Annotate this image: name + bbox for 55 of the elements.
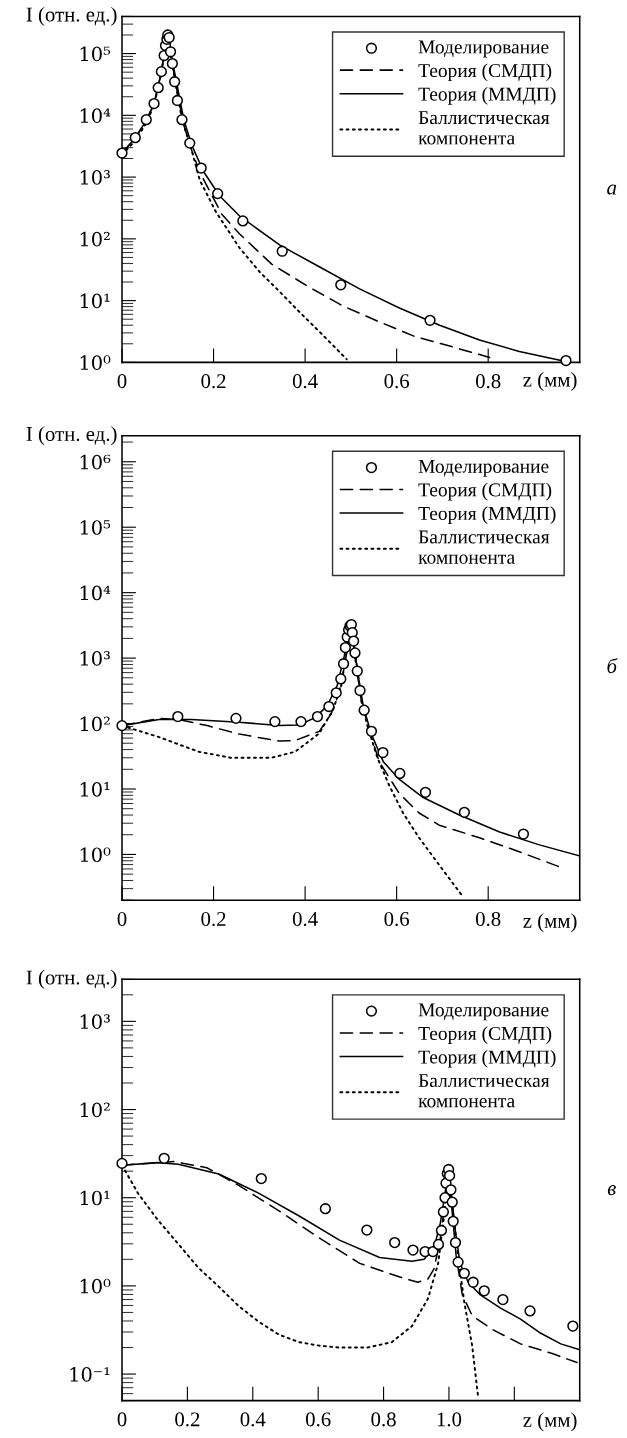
y-tick-label: 10⁰ xyxy=(80,847,111,863)
y-tick-label: 10⁶ xyxy=(80,454,111,470)
text: а xyxy=(607,184,617,195)
legend-label: Теория (СМДП) xyxy=(418,63,552,82)
text: б xyxy=(607,658,618,674)
x-axis-title: z (мм) xyxy=(523,372,577,391)
x-tick-label: 0 xyxy=(117,1412,127,1427)
y-tick-label: 10¹ xyxy=(80,781,110,797)
y-axis-title: I (отн. ед.) xyxy=(26,426,117,446)
legend-label: Теория (СМДП) xyxy=(418,482,552,501)
y-tick-label: 10⁴ xyxy=(80,585,111,601)
y-tick-label: 10⁵ xyxy=(80,46,111,62)
legend-label: Теория (ММДП) xyxy=(418,1049,556,1068)
legend-label: Теория (СМДП) xyxy=(418,1026,552,1044)
x-axis-title: z (мм) xyxy=(523,913,577,933)
x-tick-label: 0 xyxy=(117,374,127,389)
x-tick-label: 1.0 xyxy=(437,1412,462,1427)
y-tick-label: 10² xyxy=(80,716,110,732)
y-tick-label: 10² xyxy=(80,231,110,247)
y-tick-label: 10⁰ xyxy=(80,1278,111,1294)
x-tick-label: 0.8 xyxy=(475,374,501,389)
legend-label: Теория (ММДП) xyxy=(418,87,556,105)
x-tick-label: 0.8 xyxy=(475,911,501,927)
x-tick-label: 0.2 xyxy=(201,911,226,927)
legend-label: Баллистическая компонента xyxy=(418,111,550,145)
legend-label: Баллистическая компонента xyxy=(418,1074,550,1108)
y-tick-label: 10¹ xyxy=(80,293,110,309)
x-tick-label: 0.4 xyxy=(292,911,318,927)
x-tick-label: 0.6 xyxy=(384,911,410,927)
text: в xyxy=(607,1185,616,1196)
y-tick-label: 10² xyxy=(80,1102,110,1118)
y-axis-title: I (отн. ед.) xyxy=(26,6,117,26)
y-tick-label: 10¹ xyxy=(80,1190,110,1206)
x-tick-label: 0.4 xyxy=(240,1412,266,1427)
x-tick-label: 0.8 xyxy=(371,1412,396,1427)
legend-label: Баллистическая компонента xyxy=(418,530,550,564)
x-axis-title: z (мм) xyxy=(523,1412,577,1432)
y-tick-label: 10³ xyxy=(80,1014,110,1030)
x-tick-label: 0 xyxy=(117,911,127,926)
legend-label: Моделирование xyxy=(418,40,549,58)
x-tick-label: 0.6 xyxy=(305,1412,331,1427)
y-tick-label: 10⁵ xyxy=(80,520,111,535)
x-tick-label: 0.4 xyxy=(292,374,318,389)
y-tick-label: 10⁴ xyxy=(80,108,111,123)
x-tick-label: 0.2 xyxy=(175,1412,200,1427)
x-tick-label: 0.6 xyxy=(384,374,410,389)
x-tick-label: 0.2 xyxy=(201,374,226,389)
y-axis-title: I (отн. ед.) xyxy=(26,969,117,989)
y-tick-label: 10⁰ xyxy=(80,355,111,371)
y-tick-label: 10³ xyxy=(80,170,110,185)
y-tick-label: 10³ xyxy=(80,651,110,666)
legend-label: Теория (ММДП) xyxy=(418,506,556,524)
legend-label: Моделирование xyxy=(418,459,549,477)
legend-label: Моделирование xyxy=(418,1003,549,1021)
y-tick-label: 10⁻¹ xyxy=(70,1367,110,1382)
